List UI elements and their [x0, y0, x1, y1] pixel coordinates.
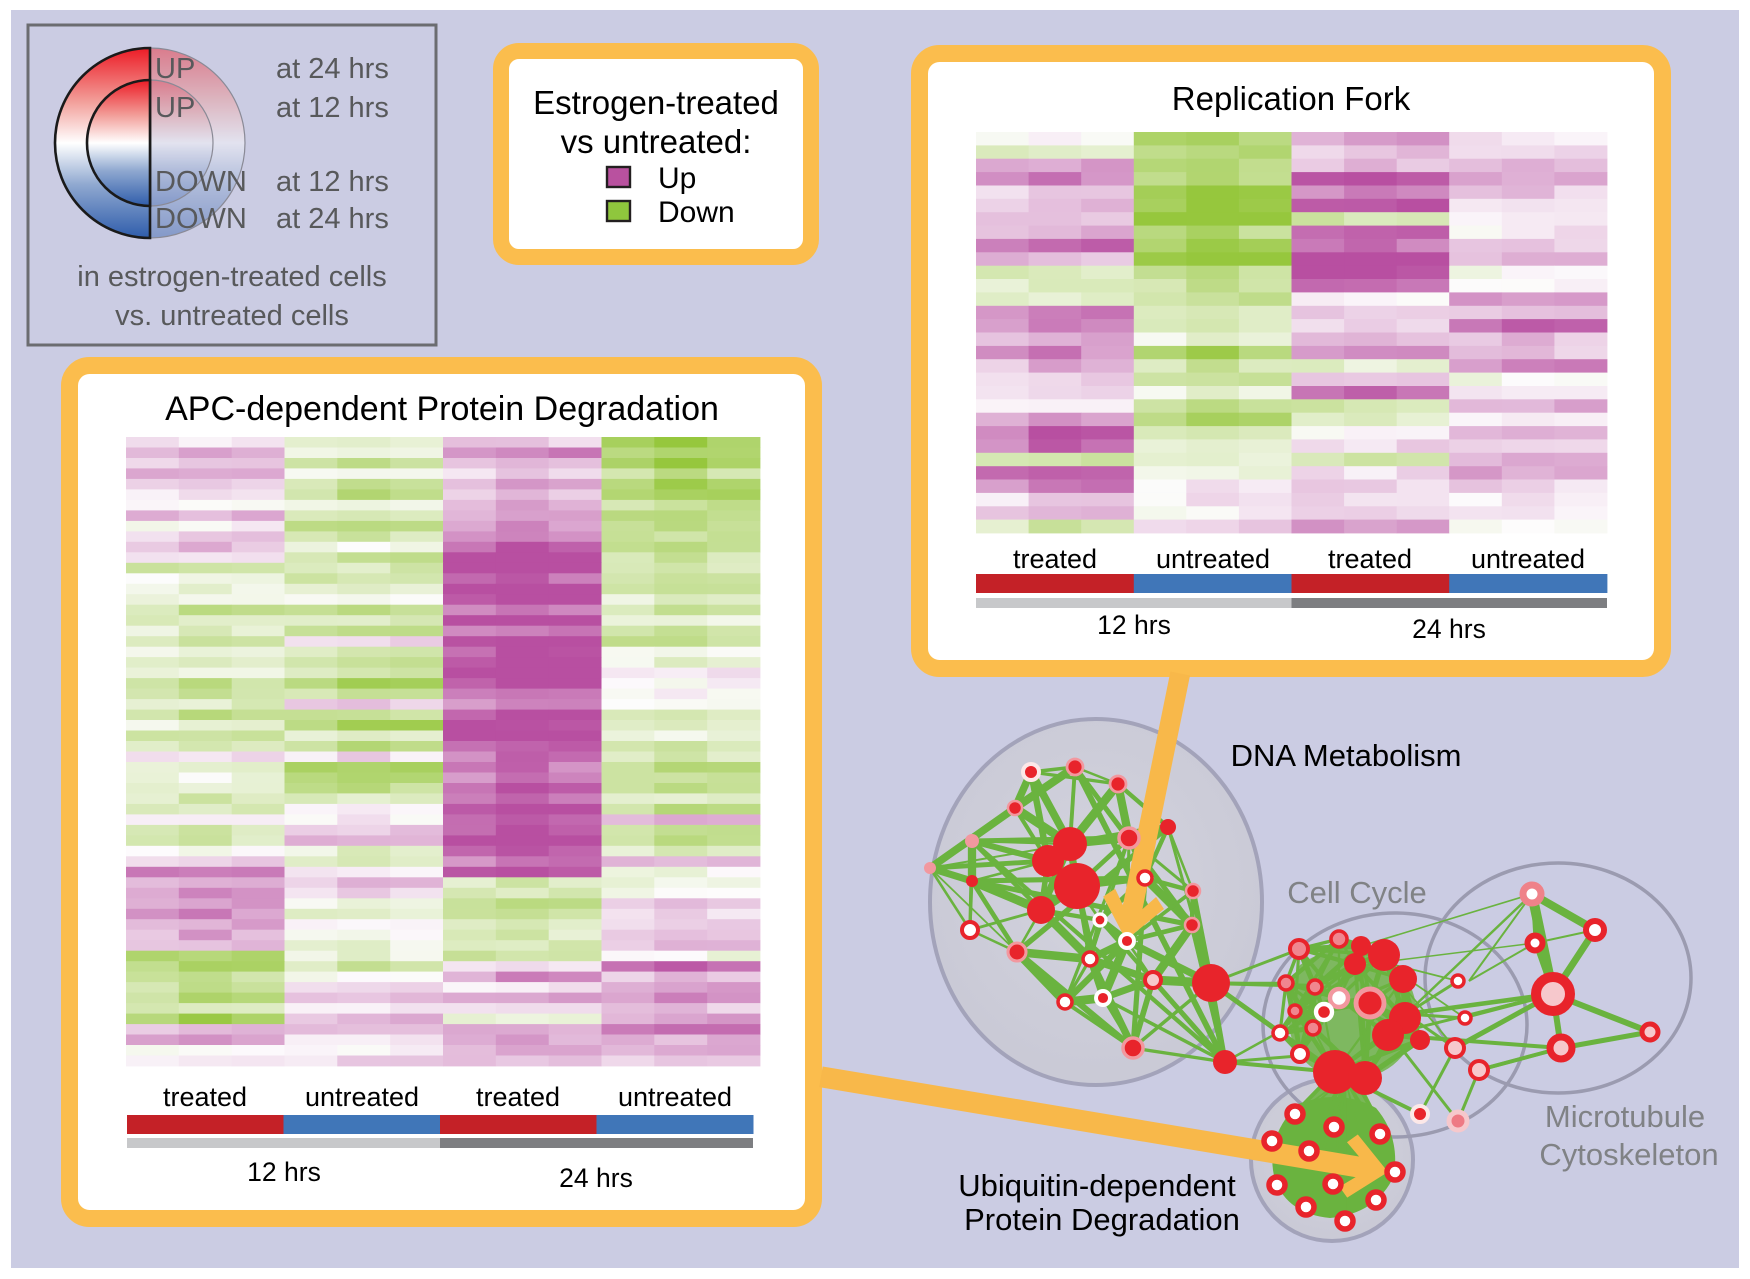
- svg-text:treated: treated: [1328, 544, 1412, 574]
- svg-text:at 24 hrs: at 24 hrs: [276, 203, 389, 235]
- svg-text:untreated: untreated: [1156, 544, 1270, 574]
- svg-text:UP: UP: [155, 53, 195, 85]
- svg-text:Microtubule: Microtubule: [1545, 1099, 1705, 1134]
- svg-text:UP: UP: [155, 92, 195, 124]
- svg-text:untreated: untreated: [305, 1082, 419, 1112]
- svg-text:treated: treated: [476, 1082, 560, 1112]
- svg-text:Up: Up: [658, 162, 696, 195]
- svg-text:treated: treated: [163, 1082, 247, 1112]
- svg-text:Cytoskeleton: Cytoskeleton: [1539, 1137, 1718, 1172]
- svg-text:DNA Metabolism: DNA Metabolism: [1231, 738, 1462, 773]
- svg-text:Protein Degradation: Protein Degradation: [964, 1202, 1240, 1237]
- svg-text:untreated: untreated: [618, 1082, 732, 1112]
- svg-text:at 12 hrs: at 12 hrs: [276, 166, 389, 198]
- svg-text:Ubiquitin-dependent: Ubiquitin-dependent: [958, 1168, 1236, 1203]
- svg-text:12 hrs: 12 hrs: [247, 1157, 321, 1187]
- svg-text:vs. untreated cells: vs. untreated cells: [115, 300, 349, 332]
- svg-text:in estrogen-treated cells: in estrogen-treated cells: [77, 261, 387, 293]
- svg-text:Replication Fork: Replication Fork: [1172, 80, 1411, 117]
- svg-text:12 hrs: 12 hrs: [1097, 610, 1171, 640]
- svg-text:Estrogen-treated: Estrogen-treated: [533, 84, 779, 121]
- svg-text:DOWN: DOWN: [155, 203, 247, 235]
- svg-text:treated: treated: [1013, 544, 1097, 574]
- svg-text:at 12 hrs: at 12 hrs: [276, 92, 389, 124]
- svg-text:at 24 hrs: at 24 hrs: [276, 53, 389, 85]
- svg-text:Down: Down: [658, 196, 735, 229]
- svg-text:untreated: untreated: [1471, 544, 1585, 574]
- svg-text:DOWN: DOWN: [155, 166, 247, 198]
- svg-text:Cell Cycle: Cell Cycle: [1287, 875, 1427, 910]
- svg-text:24 hrs: 24 hrs: [559, 1163, 633, 1193]
- svg-text:24 hrs: 24 hrs: [1412, 614, 1486, 644]
- svg-text:APC-dependent Protein Degradat: APC-dependent Protein Degradation: [165, 390, 719, 428]
- svg-text:vs untreated:: vs untreated:: [561, 123, 752, 160]
